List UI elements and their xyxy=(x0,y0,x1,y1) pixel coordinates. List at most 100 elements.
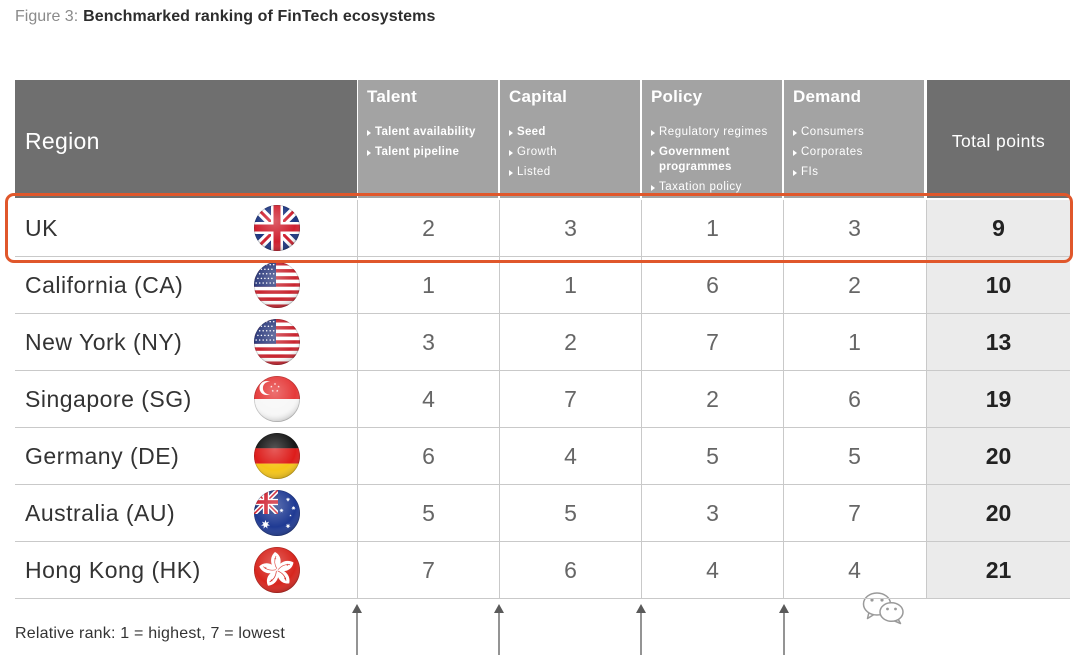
arrow-up-icon xyxy=(352,604,362,655)
singapore-flag-icon xyxy=(254,376,300,422)
bullet-arrow-icon xyxy=(367,149,371,156)
demand-rank: 6 xyxy=(783,371,925,427)
criterion-label: Talent availability xyxy=(375,126,476,138)
bullet-arrow-icon xyxy=(509,149,513,156)
policy-rank: 2 xyxy=(641,371,783,427)
arrow-up-icon xyxy=(636,604,646,655)
criterion-item: Seed xyxy=(509,125,634,140)
total-points: 13 xyxy=(926,314,1070,370)
policy-rank: 5 xyxy=(641,428,783,484)
capital-rank: 7 xyxy=(499,371,641,427)
criterion-item: Government programmes xyxy=(651,145,776,175)
region-name: Hong Kong (HK) xyxy=(25,557,201,583)
rank-legend-note: Relative rank: 1 = highest, 7 = lowest xyxy=(15,625,285,642)
total-points-header-label: Total points xyxy=(951,131,1046,151)
talent-rank: 6 xyxy=(357,428,499,484)
talent-rank: 7 xyxy=(357,542,499,598)
total-points: 20 xyxy=(926,428,1070,484)
region-name: Singapore (SG) xyxy=(25,386,192,412)
region-name: Germany (DE) xyxy=(25,443,180,469)
policy-criteria-list: Regulatory regimes Government programmes T… xyxy=(651,125,776,198)
figure-title-text: Benchmarked ranking of FinTech ecosystem… xyxy=(83,8,436,25)
demand-criteria-list: Consumers Corporates FIs xyxy=(793,125,918,185)
criterion-item: Growth xyxy=(509,145,634,160)
uk-flag-icon xyxy=(254,205,300,251)
australia-flag-icon xyxy=(254,490,300,536)
total-points: 10 xyxy=(926,257,1070,313)
criterion-label: Corporates xyxy=(801,146,863,158)
arrow-up-icon xyxy=(779,604,789,655)
criterion-item: Listed xyxy=(509,165,634,180)
talent-rank: 5 xyxy=(357,485,499,541)
total-points: 9 xyxy=(926,200,1070,256)
criterion-label: Taxation policy xyxy=(659,181,742,193)
capital-header-title: Capital xyxy=(509,87,568,106)
region-header: Region xyxy=(15,80,357,198)
region-name: New York (NY) xyxy=(25,329,183,355)
demand-rank: 5 xyxy=(783,428,925,484)
bullet-arrow-icon xyxy=(793,149,797,156)
total-points: 19 xyxy=(926,371,1070,427)
criterion-item: Taxation policy xyxy=(651,180,776,195)
capital-rank: 3 xyxy=(499,200,641,256)
policy-header-title: Policy xyxy=(651,87,703,106)
policy-rank: 1 xyxy=(641,200,783,256)
criterion-label: Government programmes xyxy=(659,146,732,173)
bullet-arrow-icon xyxy=(793,169,797,176)
region-name: UK xyxy=(25,215,58,241)
capital-criteria-list: Seed Growth Listed xyxy=(509,125,634,185)
figure-title: Figure 3: Benchmarked ranking of FinTech … xyxy=(15,6,436,28)
us-flag-icon xyxy=(254,262,300,308)
criterion-item: Talent pipeline xyxy=(367,145,492,160)
criterion-label: Regulatory regimes xyxy=(659,126,768,138)
bullet-arrow-icon xyxy=(651,149,655,156)
demand-header: Demand Consumers Corporates FIs xyxy=(784,80,924,198)
region-name: Australia (AU) xyxy=(25,500,176,526)
bullet-arrow-icon xyxy=(651,184,655,191)
bullet-arrow-icon xyxy=(651,129,655,136)
table-row: Australia (AU) 5 5 3 7 20 xyxy=(15,485,1070,542)
region-name: California (CA) xyxy=(25,272,184,298)
us-flag-icon xyxy=(254,319,300,365)
bullet-arrow-icon xyxy=(509,129,513,136)
capital-header: Capital Seed Growth Listed xyxy=(500,80,640,198)
table-row: Germany (DE) 6 4 5 5 20 xyxy=(15,428,1070,485)
table-row: UK 2 3 1 3 9 xyxy=(15,200,1070,257)
total-points-header: Total points xyxy=(927,80,1070,198)
talent-header-title: Talent xyxy=(367,87,418,106)
table-row: California (CA) 1 1 6 2 10 xyxy=(15,257,1070,314)
table-row: Singapore (SG) 4 7 2 6 19 xyxy=(15,371,1070,428)
capital-rank: 4 xyxy=(499,428,641,484)
demand-rank: 4 xyxy=(783,542,925,598)
policy-rank: 7 xyxy=(641,314,783,370)
criterion-item: Corporates xyxy=(793,145,918,160)
talent-rank: 2 xyxy=(357,200,499,256)
criterion-label: Listed xyxy=(517,166,551,178)
capital-rank: 1 xyxy=(499,257,641,313)
talent-header: Talent Talent availability Talent pipeline xyxy=(358,80,498,198)
policy-rank: 4 xyxy=(641,542,783,598)
demand-rank: 1 xyxy=(783,314,925,370)
total-points: 21 xyxy=(926,542,1070,598)
demand-header-title: Demand xyxy=(793,87,862,106)
bullet-arrow-icon xyxy=(793,129,797,136)
talent-criteria-list: Talent availability Talent pipeline xyxy=(367,125,492,165)
region-header-label: Region xyxy=(25,128,100,154)
total-points: 20 xyxy=(926,485,1070,541)
figure-label: Figure 3: xyxy=(15,8,79,25)
column-arrows xyxy=(352,604,789,655)
criterion-label: Consumers xyxy=(801,126,865,138)
bullet-arrow-icon xyxy=(367,129,371,136)
capital-rank: 5 xyxy=(499,485,641,541)
criterion-label: Seed xyxy=(517,126,546,138)
policy-header: Policy Regulatory regimes Government progr… xyxy=(642,80,782,198)
criterion-label: Growth xyxy=(517,146,558,158)
criterion-item: Talent availability xyxy=(367,125,492,140)
table-row: Hong Kong (HK) 7 6 4 4 21 xyxy=(15,542,1070,599)
policy-rank: 3 xyxy=(641,485,783,541)
talent-rank: 1 xyxy=(357,257,499,313)
demand-rank: 3 xyxy=(783,200,925,256)
criterion-label: Talent pipeline xyxy=(375,146,460,158)
germany-flag-icon xyxy=(254,433,300,479)
